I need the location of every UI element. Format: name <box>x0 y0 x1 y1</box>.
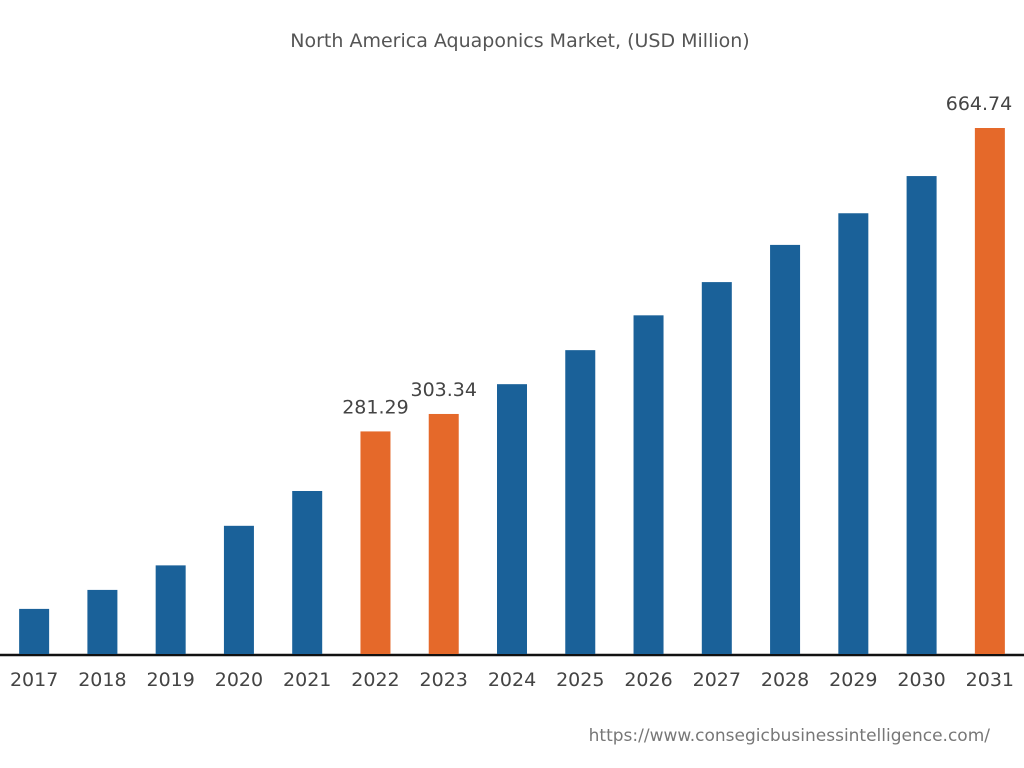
x-tick-label: 2024 <box>488 669 536 691</box>
x-tick-label: 2020 <box>215 669 263 691</box>
x-tick-label: 2027 <box>693 669 741 691</box>
x-tick-label: 2021 <box>283 669 331 691</box>
bar <box>155 565 186 654</box>
x-tick-label: 2028 <box>761 669 809 691</box>
bar <box>292 490 323 654</box>
bar <box>838 213 869 654</box>
bar <box>906 176 937 655</box>
x-tick-label: 2018 <box>78 669 126 691</box>
bar <box>87 589 118 654</box>
value-label: 281.29 <box>342 396 408 418</box>
bar <box>223 525 254 654</box>
x-tick-label: 2025 <box>556 669 604 691</box>
x-tick-label: 2026 <box>624 669 672 691</box>
chart-title: North America Aquaponics Market, (USD Mi… <box>290 30 749 52</box>
source-url: https://www.consegicbusinessintelligence… <box>589 726 991 746</box>
bar <box>497 384 527 654</box>
value-label: 303.34 <box>410 379 476 401</box>
x-tick-label: 2029 <box>829 669 877 691</box>
x-tick-label: 2019 <box>146 669 194 691</box>
x-tick-label: 2022 <box>351 669 399 691</box>
bar <box>565 350 596 654</box>
value-label: 664.74 <box>946 93 1012 115</box>
x-tick-label: 2017 <box>10 669 58 691</box>
bar <box>701 282 732 654</box>
bar <box>19 608 50 654</box>
bar <box>974 128 1005 654</box>
x-tick-label: 2031 <box>966 669 1014 691</box>
x-tick-label: 2023 <box>420 669 468 691</box>
bar <box>633 315 664 654</box>
x-tick-label: 2030 <box>897 669 945 691</box>
bar <box>360 431 391 654</box>
bar <box>770 244 801 654</box>
bar <box>428 413 459 654</box>
